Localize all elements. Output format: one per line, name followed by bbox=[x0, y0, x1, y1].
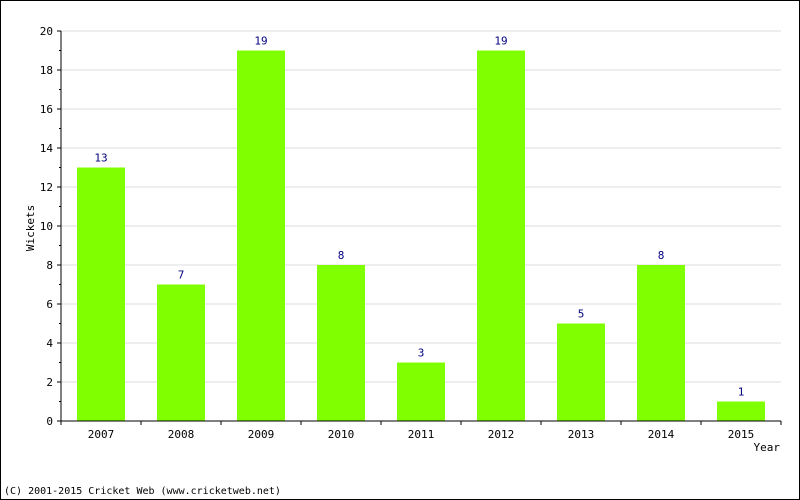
y-tick-label: 4 bbox=[46, 337, 53, 350]
data-labels: 13 7 19 8 3 19 5 8 1 bbox=[94, 35, 744, 399]
x-tick-label: 2012 bbox=[488, 428, 515, 441]
x-tick-label: 2013 bbox=[568, 428, 595, 441]
y-tick-label: 0 bbox=[46, 415, 53, 428]
bar-2011 bbox=[397, 362, 445, 421]
bar-2012 bbox=[477, 50, 525, 421]
data-label: 19 bbox=[254, 35, 267, 48]
x-tick-label: 2009 bbox=[248, 428, 275, 441]
y-tick-label: 2 bbox=[46, 376, 53, 389]
y-tick-label: 18 bbox=[40, 64, 53, 77]
data-label: 5 bbox=[578, 308, 585, 321]
y-tick-label: 10 bbox=[40, 220, 53, 233]
x-tick-label: 2014 bbox=[648, 428, 675, 441]
data-label: 19 bbox=[494, 35, 507, 48]
x-tick-label: 2008 bbox=[168, 428, 195, 441]
x-tick-label: 2010 bbox=[328, 428, 355, 441]
bar-2010 bbox=[317, 265, 365, 421]
y-tick-label: 20 bbox=[40, 25, 53, 38]
copyright-footer: (C) 2001-2015 Cricket Web (www.cricketwe… bbox=[4, 486, 281, 497]
y-tick-label: 14 bbox=[40, 142, 54, 155]
x-tick-label: 2015 bbox=[728, 428, 755, 441]
y-tick-label: 16 bbox=[40, 103, 53, 116]
x-tick-label: 2007 bbox=[88, 428, 115, 441]
x-axis-label: Year bbox=[754, 441, 781, 454]
x-tick-label: 2011 bbox=[408, 428, 435, 441]
data-label: 8 bbox=[338, 249, 345, 262]
data-label: 7 bbox=[178, 269, 185, 282]
y-axis-label: Wickets bbox=[24, 205, 37, 251]
bar-2015 bbox=[717, 401, 765, 421]
y-tick-label: 6 bbox=[46, 298, 53, 311]
data-label: 3 bbox=[418, 347, 425, 360]
data-label: 13 bbox=[94, 152, 107, 165]
bar-2013 bbox=[557, 323, 605, 421]
data-label: 1 bbox=[738, 386, 745, 399]
data-label: 8 bbox=[658, 249, 665, 262]
bar-2014 bbox=[637, 265, 685, 421]
bar-2009 bbox=[237, 50, 285, 421]
y-tick-label: 8 bbox=[46, 259, 53, 272]
bar-2007 bbox=[77, 167, 125, 421]
bars bbox=[77, 50, 765, 421]
bar-2008 bbox=[157, 284, 205, 421]
y-tick-label: 12 bbox=[40, 181, 53, 194]
